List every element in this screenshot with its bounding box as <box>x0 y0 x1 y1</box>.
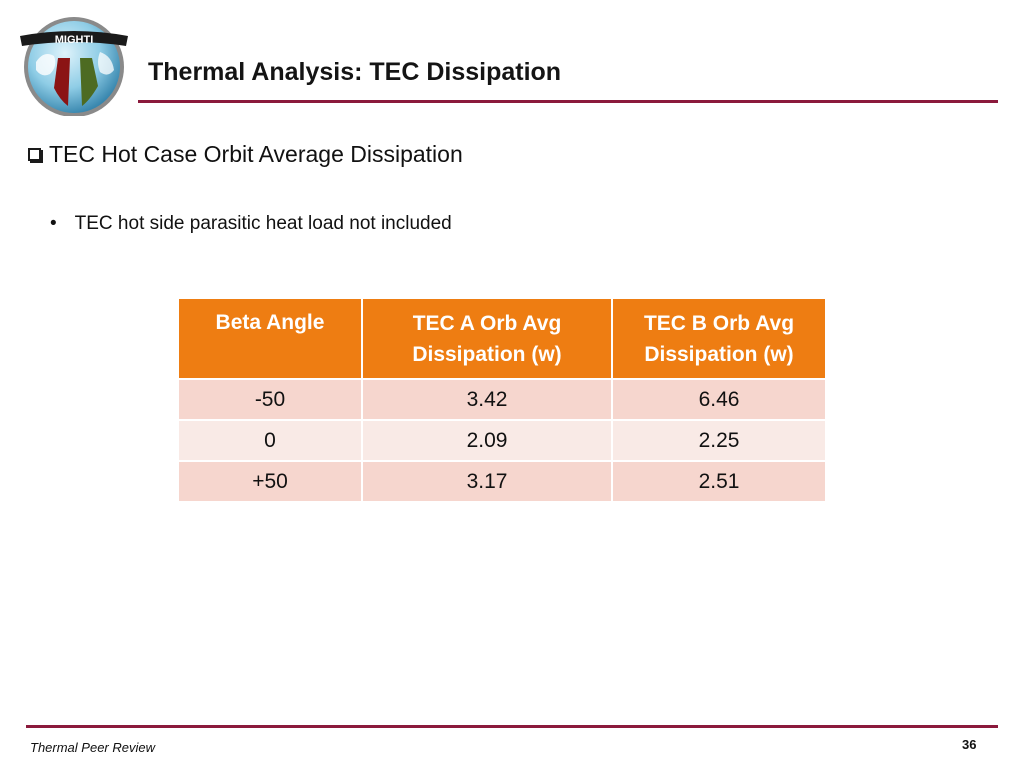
footer-divider <box>26 725 998 728</box>
bullet-dot-icon: • <box>50 213 57 234</box>
title-divider <box>138 100 998 103</box>
table-cell: 6.46 <box>611 378 827 421</box>
header-cell-tec-a: TEC A Orb Avg Dissipation (w) <box>361 297 613 380</box>
table-cell: 3.17 <box>361 460 613 503</box>
table-cell: 3.42 <box>361 378 613 421</box>
table-cell: 2.51 <box>611 460 827 503</box>
table-cell: 2.25 <box>611 419 827 462</box>
table-header-row: Beta Angle TEC A Orb Avg Dissipation (w)… <box>177 297 827 380</box>
section-heading-text: TEC Hot Case Orbit Average Dissipation <box>49 141 463 167</box>
table-cell: 0 <box>177 419 363 462</box>
svg-text:MIGHTI: MIGHTI <box>55 34 94 46</box>
mighti-logo: MIGHTI <box>20 17 128 116</box>
bullet-item: • TEC hot side parasitic heat load not in… <box>50 213 452 235</box>
slide-title: Thermal Analysis: TEC Dissipation <box>148 58 562 86</box>
table-cell: -50 <box>177 378 363 421</box>
table-cell: +50 <box>177 460 363 503</box>
page-number: 36 <box>962 737 977 752</box>
bullet-text: TEC hot side parasitic heat load not inc… <box>74 213 452 234</box>
footer-text: Thermal Peer Review <box>30 740 155 755</box>
header-cell-beta-angle: Beta Angle <box>177 297 363 380</box>
section-heading: TEC Hot Case Orbit Average Dissipation <box>28 141 463 168</box>
checkbox-bullet-icon <box>28 148 41 161</box>
table-row: +50 3.17 2.51 <box>177 460 827 503</box>
table-cell: 2.09 <box>361 419 613 462</box>
table-row: 0 2.09 2.25 <box>177 419 827 462</box>
header-cell-tec-b: TEC B Orb Avg Dissipation (w) <box>611 297 827 380</box>
dissipation-table: Beta Angle TEC A Orb Avg Dissipation (w)… <box>177 297 827 503</box>
table-row: -50 3.42 6.46 <box>177 378 827 421</box>
